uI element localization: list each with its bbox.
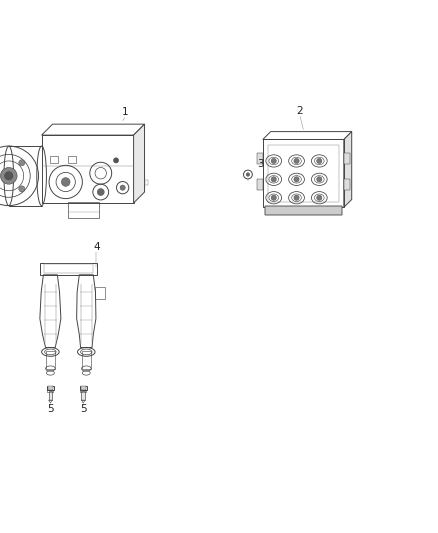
Bar: [50, 156, 58, 164]
Circle shape: [271, 177, 276, 182]
Bar: [257, 179, 263, 190]
Bar: [265, 206, 342, 215]
Bar: [265, 206, 342, 215]
Bar: [44, 264, 93, 273]
Circle shape: [4, 172, 13, 180]
Bar: [81, 391, 85, 400]
Bar: [80, 390, 86, 392]
Bar: [68, 201, 99, 219]
Circle shape: [294, 195, 299, 200]
Circle shape: [0, 167, 17, 184]
Bar: [263, 140, 344, 207]
Polygon shape: [134, 124, 145, 203]
Circle shape: [317, 158, 322, 164]
Circle shape: [294, 158, 299, 164]
Bar: [47, 390, 53, 392]
Bar: [47, 386, 54, 391]
Circle shape: [19, 186, 25, 192]
Bar: [81, 386, 86, 391]
Circle shape: [271, 195, 276, 200]
Bar: [42, 135, 134, 203]
Text: 4: 4: [93, 242, 100, 252]
Circle shape: [19, 160, 25, 166]
Bar: [257, 152, 263, 164]
Bar: [344, 179, 350, 190]
Circle shape: [317, 177, 322, 182]
Circle shape: [246, 173, 250, 176]
Circle shape: [97, 189, 104, 196]
Circle shape: [294, 177, 299, 182]
Bar: [68, 156, 76, 164]
Circle shape: [317, 195, 322, 200]
Bar: [49, 391, 52, 400]
Bar: [40, 263, 97, 275]
Circle shape: [61, 177, 70, 187]
Bar: [145, 180, 148, 185]
Bar: [344, 152, 350, 164]
Bar: [95, 287, 105, 299]
Bar: [48, 386, 53, 391]
Bar: [80, 386, 87, 391]
Text: 2: 2: [297, 106, 304, 116]
Text: 1: 1: [121, 107, 128, 117]
Bar: [82, 351, 91, 368]
Bar: [46, 351, 55, 368]
Text: 5: 5: [47, 404, 54, 414]
Text: 5: 5: [80, 404, 87, 414]
Circle shape: [113, 158, 119, 163]
Polygon shape: [344, 132, 352, 207]
Bar: [268, 145, 339, 202]
Text: 3: 3: [257, 159, 264, 168]
Circle shape: [271, 158, 276, 164]
Circle shape: [120, 185, 125, 190]
